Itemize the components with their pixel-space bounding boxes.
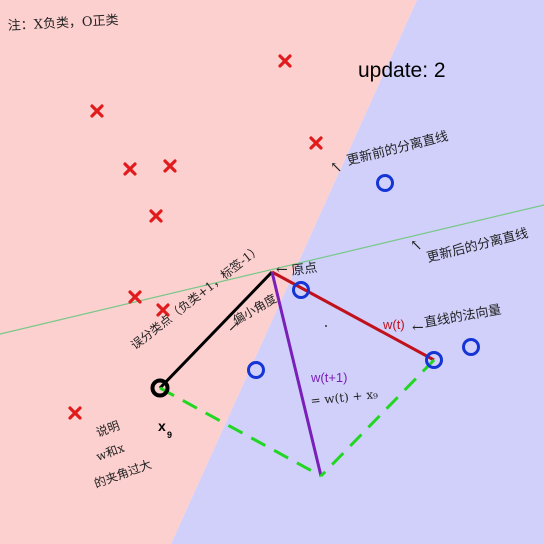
annotation-angle-arrow: ↗ xyxy=(228,319,240,335)
annotation-before-update-arrow: ↖ xyxy=(330,158,343,176)
negative-point xyxy=(68,406,82,420)
negative-point xyxy=(90,104,104,118)
w-t1-vector xyxy=(270,271,323,477)
new-separating-line xyxy=(0,204,544,335)
class-legend-note: 注：X负类，O正类 xyxy=(7,13,119,34)
negative-point xyxy=(149,209,163,223)
positive-point xyxy=(247,361,265,379)
negative-point xyxy=(156,303,170,317)
x9-vector xyxy=(158,270,274,390)
label-w-t: w(t) xyxy=(382,317,405,332)
w-t-vector xyxy=(271,270,435,362)
positive-region xyxy=(171,0,544,544)
positive-point xyxy=(462,338,480,356)
label-x9-subscript: 9 xyxy=(167,430,172,440)
update-title: update: 2 xyxy=(358,59,446,82)
negative-point xyxy=(128,290,142,304)
positive-point xyxy=(292,281,310,299)
x9-point xyxy=(150,378,170,398)
dashed-side-x9 xyxy=(159,386,322,478)
label-x9: x xyxy=(158,418,166,434)
negative-point xyxy=(309,136,323,150)
negative-point xyxy=(123,162,137,176)
dashed-side-wt xyxy=(319,358,436,478)
positive-point xyxy=(376,174,394,192)
positive-points xyxy=(247,174,480,379)
negative-points xyxy=(68,54,323,420)
positive-point xyxy=(425,351,443,369)
negative-point xyxy=(163,159,177,173)
origin-dot xyxy=(325,325,327,327)
annotation-normal-arrow: ← xyxy=(412,320,424,336)
negative-point xyxy=(278,54,292,68)
annotation-origin-arrow: ← xyxy=(276,262,288,278)
annotation-origin: 原点 xyxy=(290,260,318,278)
label-w-t1: w(t+1) xyxy=(310,370,347,385)
annotation-after-update-arrow: ↖ xyxy=(410,236,423,254)
negative-region xyxy=(0,0,417,544)
